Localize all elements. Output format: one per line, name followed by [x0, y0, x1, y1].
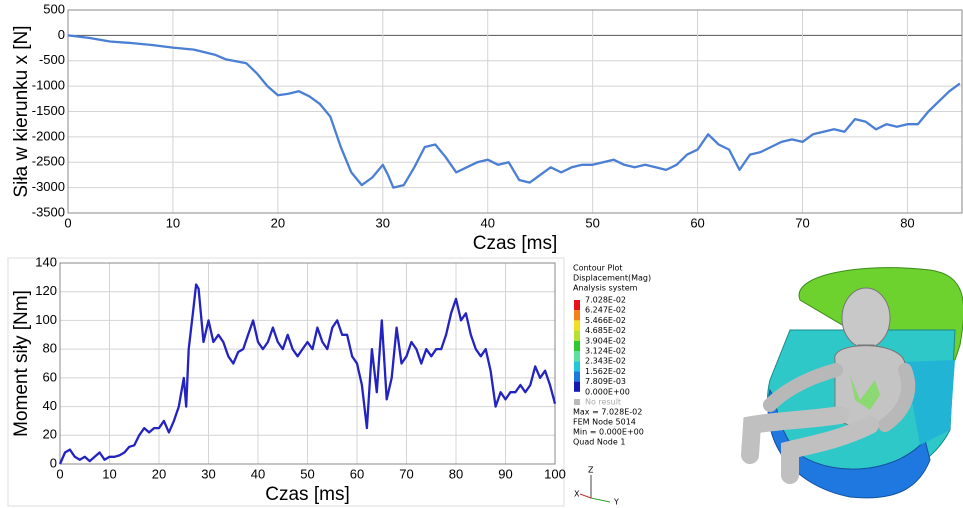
- x-tick-label: 30: [376, 215, 390, 230]
- y-axis-label: Moment siły [Nm]: [11, 290, 32, 437]
- x-tick-label: 40: [480, 215, 494, 230]
- legend-level: 2.343E-02: [585, 357, 626, 366]
- x-tick-label: 50: [300, 466, 314, 481]
- x-tick-label: 20: [271, 215, 285, 230]
- x-tick-label: 70: [795, 215, 809, 230]
- x-tick-label: 30: [201, 466, 215, 481]
- legend-no-result-swatch: [574, 399, 580, 405]
- legend-level: 6.247E-02: [585, 306, 626, 315]
- legend-swatch: [574, 300, 580, 311]
- x-tick-label: 90: [498, 466, 512, 481]
- y-tick-label: -1500: [32, 103, 65, 118]
- legend-level: 3.904E-02: [585, 336, 626, 345]
- plot-frame: [59, 262, 556, 465]
- y-tick-label: 100: [35, 312, 57, 327]
- x-axis-label: Czas [ms]: [265, 484, 349, 505]
- y-tick-label: -2000: [32, 128, 65, 143]
- x-tick-label: 100: [544, 466, 566, 481]
- axis-triad: [579, 475, 611, 503]
- legend-title: Contour Plot: [573, 264, 623, 273]
- legend-swatch: [574, 351, 580, 362]
- triad-label: X: [574, 490, 580, 499]
- legend-info: Quad Node 1: [573, 438, 625, 447]
- y-tick-label: 0: [50, 455, 57, 470]
- x-tick-label: 70: [399, 466, 413, 481]
- y-tick-label: 60: [43, 369, 57, 384]
- x-tick-label: 60: [690, 215, 704, 230]
- x-axis-label: Czas [ms]: [473, 233, 557, 254]
- y-tick-label: -1000: [32, 78, 65, 93]
- legend-quantity: Displacement(Mag): [573, 274, 651, 283]
- data-line: [67, 34, 961, 189]
- seat-model: [741, 267, 963, 499]
- panel-frame: [7, 257, 565, 507]
- legend-level: 3.124E-02: [585, 347, 626, 356]
- legend-swatch: [574, 310, 580, 321]
- legend-swatch: [574, 361, 580, 372]
- y-tick-label: -500: [39, 52, 65, 67]
- y-tick-label: 500: [43, 1, 65, 16]
- legend-swatch: [574, 381, 580, 392]
- legend-level: 7.028E-02: [585, 296, 626, 305]
- y-tick-label: 120: [35, 283, 57, 298]
- triad-label: Z: [588, 466, 594, 475]
- y-tick-label: 0: [58, 27, 65, 42]
- x-tick-label: 80: [449, 466, 463, 481]
- x-tick-label: 40: [251, 466, 265, 481]
- legend-level: 5.466E-02: [585, 316, 626, 325]
- x-tick-label: 10: [102, 466, 116, 481]
- y-tick-label: 80: [43, 341, 57, 356]
- legend-swatch: [574, 320, 580, 331]
- legend-swatch: [574, 371, 580, 382]
- x-tick-label: 60: [350, 466, 364, 481]
- triad-label: Y: [613, 498, 619, 507]
- legend-no-result: No result: [585, 398, 621, 407]
- legend-level: 7.809E-03: [585, 377, 626, 386]
- y-tick-label: 40: [43, 398, 57, 413]
- y-tick-label: -2500: [32, 154, 65, 169]
- legend-info: Min = 0.000E+00: [573, 428, 644, 437]
- x-tick-label: 20: [152, 466, 166, 481]
- plot-frame: [67, 9, 963, 214]
- legend-system: Analysis system: [573, 284, 638, 293]
- legend-level: 1.562E-02: [585, 367, 626, 376]
- legend-swatch: [574, 330, 580, 341]
- data-line: [58, 283, 557, 465]
- legend-level: 0.000E+00: [585, 387, 630, 396]
- legend-swatch: [574, 340, 580, 351]
- y-tick-label: 20: [43, 427, 57, 442]
- x-tick-label: 0: [64, 215, 71, 230]
- x-tick-label: 0: [56, 466, 63, 481]
- y-axis-label: Siła w kierunku x [N]: [11, 25, 32, 197]
- y-tick-label: -3500: [32, 204, 65, 219]
- y-tick-label: 140: [35, 254, 57, 269]
- legend-info: Max = 7.028E-02: [573, 408, 642, 417]
- x-tick-label: 10: [166, 215, 180, 230]
- x-tick-label: 50: [585, 215, 599, 230]
- legend-info: FEM Node 5014: [573, 418, 636, 427]
- x-tick-label: 80: [900, 215, 914, 230]
- y-tick-label: -3000: [32, 179, 65, 194]
- legend-level: 4.685E-02: [585, 326, 626, 335]
